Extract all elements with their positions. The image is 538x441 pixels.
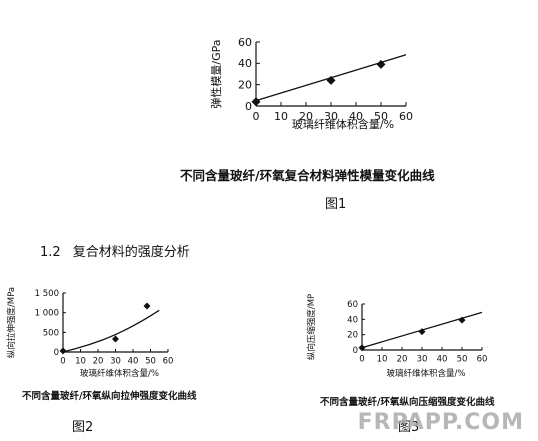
fig2-y-tick-label: 0 (54, 348, 59, 358)
fig2-data-point (59, 347, 67, 355)
fig1-x-tick-label: 10 (274, 110, 288, 123)
fig3-data-point (358, 344, 366, 352)
fig2-y-tick-label: 1 500 (35, 289, 59, 299)
fig1-data-point (376, 59, 386, 69)
fig3-x-tick-label: 50 (457, 355, 468, 365)
section-number: 1.2 (40, 245, 61, 260)
fig1-y-tick-label: 40 (238, 57, 252, 70)
fig3-x-tick-label: 10 (377, 355, 388, 365)
chart-fig2: 0 10 20 30 40 50 60 0 500 1 000 1 500 玻璃纤维体积含量/% 纵向拉… (6, 287, 174, 379)
fig3-x-tick-label: 40 (437, 355, 448, 365)
fig1-data-point (251, 97, 261, 107)
fig2-x-axis-label: 玻璃纤维体积含量/% (80, 368, 159, 379)
section-heading: 1.2 复合材料的强度分析 (40, 241, 190, 260)
fig3-y-tick-label: 60 (347, 300, 358, 310)
fig2-x-tick-label: 60 (163, 357, 174, 367)
fig1-y-tick-label: 20 (238, 79, 252, 92)
fig3-y-tick-label: 0 (353, 346, 358, 356)
chart-fig3: 0 10 20 30 40 50 60 0 20 40 60 玻璃纤维体积含量/% 纵向压缩强度/MP (306, 294, 488, 379)
fig3-x-tick-label: 30 (417, 355, 428, 365)
fig2-y-axis-label: 纵向拉伸强度/MPa (6, 287, 17, 358)
fig3-x-tick-label: 60 (477, 355, 488, 365)
fig3-data-point (458, 316, 466, 324)
fig2-data-point (112, 335, 119, 343)
fig1-x-tick-label: 60 (399, 110, 413, 123)
watermark-text: FRPAPP.COM (357, 410, 524, 435)
fig1-x-tick-label: 50 (374, 110, 388, 123)
fig1-title: 不同含量玻纤/环氧复合材料弹性模量变化曲线 (180, 168, 435, 183)
fig1-label: 图1 (325, 197, 347, 212)
fig1-x-tick-label: 0 (253, 110, 260, 123)
fig3-x-tick-label: 0 (359, 355, 364, 365)
fig3-x-axis-label: 玻璃纤维体积含量/% (387, 368, 466, 379)
fig3-title: 不同含量玻纤/环氧纵向压缩强度变化曲线 (320, 397, 495, 408)
fig2-label: 图2 (72, 420, 94, 435)
fig2-x-tick-label: 0 (60, 357, 65, 367)
fig2-trend-line (62, 309, 160, 353)
fig1-x-axis-label: 玻璃纤维体积含量/% (292, 117, 394, 131)
fig3-x-tick-label: 20 (397, 355, 408, 365)
fig1-y-tick-label: 0 (245, 100, 252, 113)
fig2-y-tick-label: 500 (43, 328, 59, 338)
fig2-y-tick-label: 1 000 (35, 309, 59, 319)
fig3-data-point (418, 328, 426, 336)
fig2-x-tick-label: 30 (110, 357, 121, 367)
fig2-title: 不同含量玻纤/环氧纵向拉伸强度变化曲线 (22, 391, 197, 402)
fig1-x-tick-label: 40 (349, 110, 363, 123)
fig1-y-axis-label: 弹性模量/GPa (209, 39, 223, 108)
fig1-data-point (326, 75, 336, 85)
fig2-x-tick-label: 10 (75, 357, 86, 367)
fig1-x-tick-label: 20 (299, 110, 313, 123)
fig3-y-axis-label: 纵向压缩强度/MP (306, 294, 317, 360)
fig2-x-tick-label: 50 (145, 357, 156, 367)
fig2-x-tick-label: 40 (128, 357, 139, 367)
section-title: 复合材料的强度分析 (72, 245, 190, 260)
fig2-x-tick-label: 20 (93, 357, 104, 367)
fig1-x-tick-label: 30 (324, 110, 338, 123)
chart-fig1: 0 10 20 30 40 50 60 0 20 40 60 玻璃纤维体积含量/% 弹性模量/GPa (209, 36, 413, 131)
fig3-label: 图3 (398, 420, 420, 435)
fig3-y-tick-label: 20 (347, 331, 358, 341)
fig3-y-tick-label: 40 (347, 315, 358, 325)
fig1-y-tick-label: 60 (238, 36, 252, 49)
fig2-data-point (143, 302, 151, 310)
